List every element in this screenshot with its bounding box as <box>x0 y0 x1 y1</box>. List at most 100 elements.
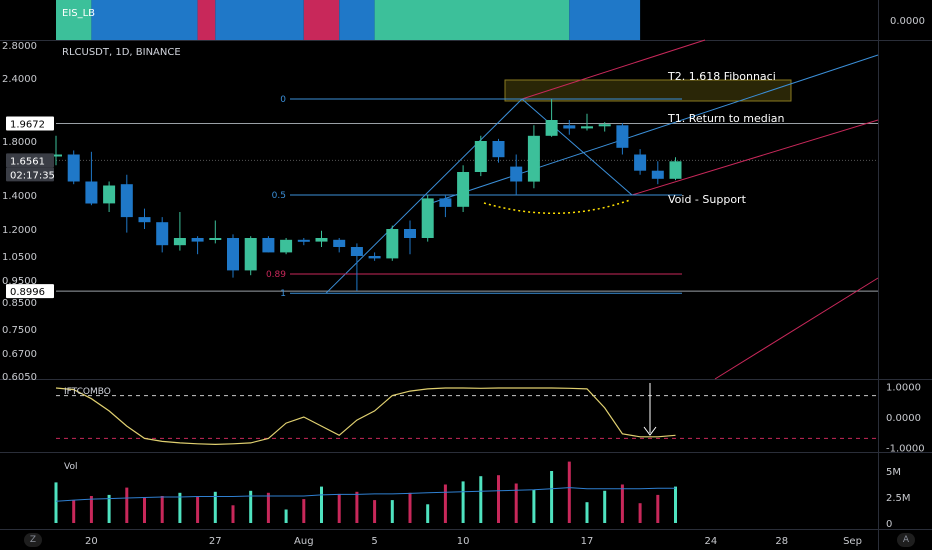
price-tick-label: 0.9500 <box>2 276 37 287</box>
volume-bar <box>497 475 500 523</box>
candle-body <box>350 247 363 256</box>
ift-label: IFTCOMBO <box>64 387 111 397</box>
candle <box>634 149 647 175</box>
candle <box>280 238 293 255</box>
price-badge-label: 1.6561 <box>10 156 45 167</box>
volume-bar <box>674 486 677 523</box>
candle-body <box>315 238 328 242</box>
volume-bar <box>373 500 377 523</box>
candle <box>333 238 346 253</box>
price-tick-label: 1.8000 <box>2 137 37 148</box>
candle <box>85 151 98 206</box>
symbol-header: RLCUSDT, 1D, BINANCE <box>62 47 181 58</box>
price-tick-label: 2.4000 <box>2 74 37 85</box>
fib-level-label: 0.5 <box>272 191 286 201</box>
auto-scale-button[interactable]: A <box>897 533 915 547</box>
candle-body <box>457 172 470 207</box>
eis-segment <box>197 0 216 40</box>
volume-tick-label: 2.5M <box>886 493 911 504</box>
pitchfork-median <box>429 54 879 204</box>
volume-bar <box>656 494 660 523</box>
candle-body <box>439 198 452 207</box>
candle <box>581 113 593 131</box>
pitchfork-handle <box>325 98 523 294</box>
price-badges: 1.9672 1.6561 0.8996 02:17:35 <box>6 116 55 299</box>
volume-bar <box>532 489 536 523</box>
annotation-t1: T1. Return to median <box>667 112 785 125</box>
candle <box>227 234 239 278</box>
candle-body <box>563 125 576 129</box>
candle <box>120 174 133 233</box>
candle <box>616 123 629 155</box>
ift-line <box>55 387 676 446</box>
ift-tick-label: -1.0000 <box>886 444 925 455</box>
eis-segment <box>339 0 375 40</box>
candle <box>350 243 363 291</box>
price-tick-label: 0.8500 <box>2 298 37 309</box>
candle-body <box>616 125 629 148</box>
volume-tick-label: 0 <box>886 519 892 530</box>
candle <box>50 135 62 166</box>
candle-body <box>67 154 80 182</box>
volume-bar <box>320 486 323 523</box>
volume-bar <box>408 492 412 523</box>
candle-body <box>191 238 204 242</box>
time-tick-label: 28 <box>775 536 788 547</box>
candle-body <box>244 238 257 271</box>
time-axis[interactable]: 20 27 Aug 5 10 17 24 28 Sep <box>85 536 862 547</box>
volume-bar <box>567 461 571 523</box>
candle-body <box>280 239 293 253</box>
price-badge <box>6 116 54 131</box>
candle-body <box>510 166 523 182</box>
candle <box>156 217 169 253</box>
pitchfork-lower <box>631 119 879 196</box>
price-tick-label: 0.7500 <box>2 325 37 336</box>
price-tick-label: 1.0500 <box>2 252 37 263</box>
candle <box>651 161 664 185</box>
price-tick-label: 2.8000 <box>2 41 37 52</box>
candle <box>510 154 523 195</box>
candle-body <box>474 141 487 172</box>
time-tick-label: Sep <box>843 536 862 547</box>
price-badge-label: 0.8996 <box>10 287 45 298</box>
horizontal-reference-lines <box>56 122 878 292</box>
eis-segment <box>215 0 304 40</box>
volume-bar <box>89 496 93 523</box>
candle-body <box>598 124 611 127</box>
volume-label: Vol <box>64 462 77 472</box>
time-tick-label: 20 <box>85 536 98 547</box>
volume-bar <box>178 492 182 523</box>
candle-body <box>173 238 186 246</box>
candle-body <box>262 238 275 253</box>
volume-bar <box>284 509 288 523</box>
volume-bar <box>72 500 76 523</box>
volume-pane: 5M 2.5M 0 <box>54 461 911 530</box>
annotation-void-support: Void - Support <box>668 193 747 206</box>
volume-bar <box>337 493 341 523</box>
candle <box>138 208 151 229</box>
candle-body <box>545 120 558 136</box>
candle-body <box>297 239 310 242</box>
time-tick-label: 27 <box>209 536 222 547</box>
candle <box>474 135 487 177</box>
support-curve <box>483 199 631 215</box>
candle <box>244 236 257 276</box>
candle <box>297 238 310 246</box>
candle-body <box>527 135 540 182</box>
pitchfork-handle <box>521 98 633 196</box>
countdown-badge <box>6 167 54 182</box>
candle <box>191 236 204 255</box>
candle <box>492 138 505 163</box>
candle <box>404 220 416 255</box>
time-tick-label: Aug <box>294 536 314 547</box>
volume-bar <box>585 502 589 523</box>
price-axis[interactable]: 2.8000 2.4000 1.8000 1.4000 1.2000 1.0500 0.95… <box>2 41 37 383</box>
target-zone-box <box>504 79 792 102</box>
zoom-z-button[interactable]: Z <box>24 533 42 547</box>
ift-tick-label: 1.0000 <box>886 383 921 394</box>
candle-body <box>634 154 647 171</box>
candle <box>368 252 381 261</box>
eis-segment <box>569 0 641 40</box>
candle <box>527 125 540 189</box>
